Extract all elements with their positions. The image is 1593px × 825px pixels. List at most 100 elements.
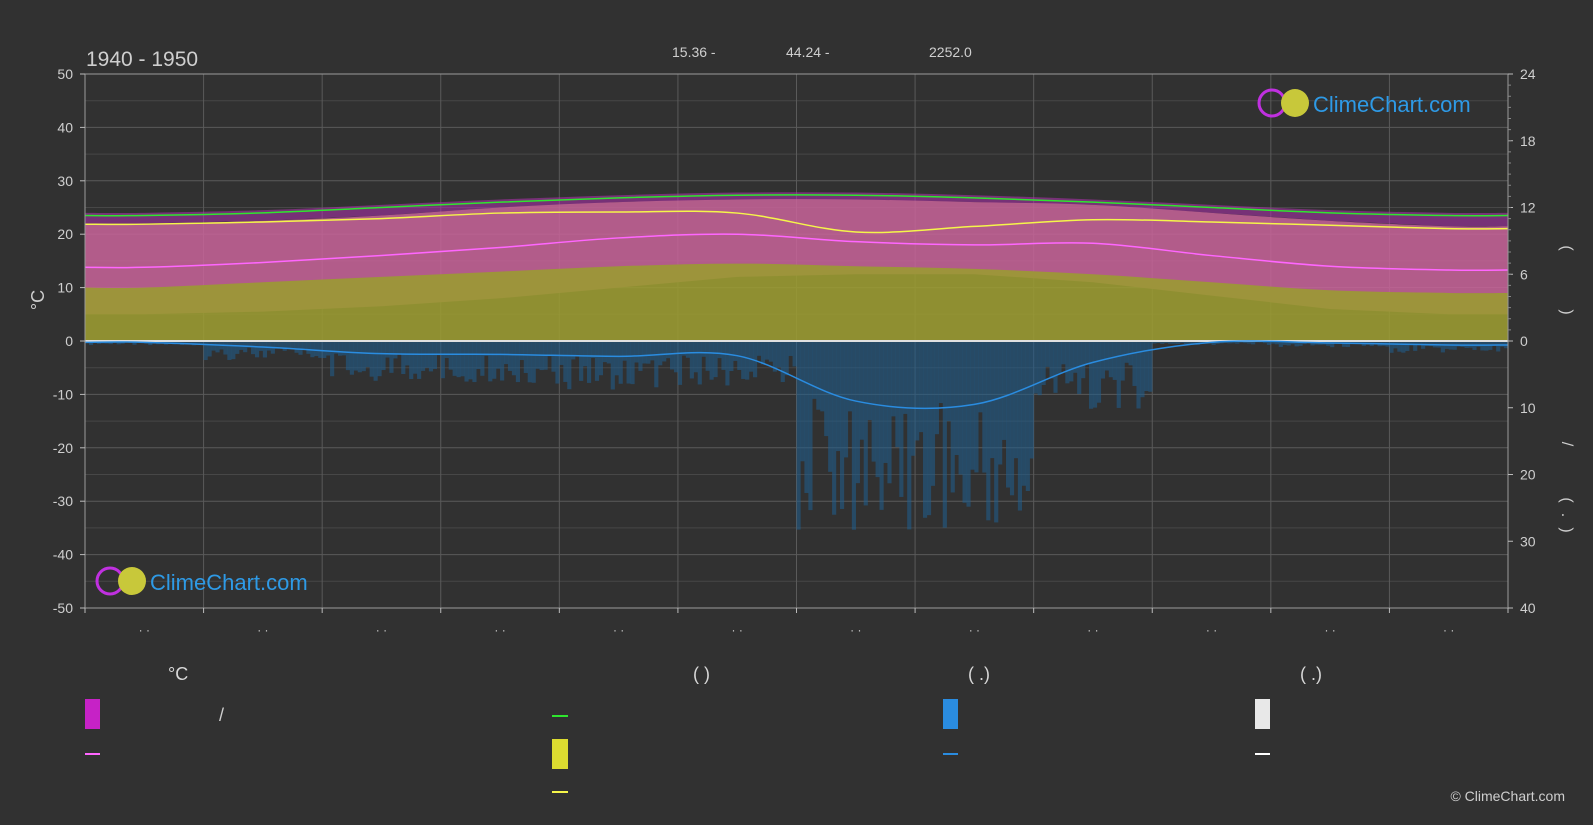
precipitation-bar: [618, 341, 623, 384]
precipitation-bar: [235, 341, 240, 354]
precipitation-bar: [409, 341, 414, 380]
precipitation-bar: [1037, 341, 1042, 396]
logo-top: ClimeChart.com: [1257, 88, 1471, 118]
precipitation-bar: [776, 341, 781, 368]
precipitation-bar: [1294, 341, 1299, 347]
precipitation-bar: [456, 341, 461, 378]
precipitation-bar: [658, 341, 663, 366]
precipitation-bar: [341, 341, 347, 356]
precipitation-bar: [1148, 341, 1153, 392]
precipitation-bar: [1069, 341, 1074, 382]
precipitation-bar: [282, 341, 287, 351]
precipitation-bar: [1428, 341, 1434, 347]
precipitation-bar: [1227, 341, 1232, 344]
month-tick-label: · ·: [376, 623, 387, 637]
legend-slash: /: [219, 705, 224, 725]
bands-layer: [85, 192, 1508, 341]
precipitation-bar: [274, 341, 279, 349]
precipitation-bar: [630, 341, 635, 385]
precipitation-bar: [879, 341, 884, 510]
precipitation-bar: [377, 341, 382, 377]
precipitation-bar: [796, 341, 801, 530]
precipitation-bar: [832, 341, 837, 515]
precipitation-bars-layer: [85, 341, 1509, 530]
latitude-label: 15.36 -: [672, 44, 716, 60]
precipitation-bar: [622, 341, 627, 361]
precipitation-bar: [693, 341, 698, 373]
precipitation-bar: [385, 341, 390, 358]
precipitation-bar: [1413, 341, 1418, 351]
right-lower-glyph-2: (: [1558, 497, 1575, 503]
precipitation-bar: [721, 341, 726, 370]
precipitation-bar: [1440, 341, 1445, 353]
precipitation-bar: [1057, 341, 1062, 374]
precipitation-bar: [709, 341, 714, 380]
precipitation-bar: [1247, 341, 1252, 344]
precipitation-bar: [926, 341, 932, 516]
precipitation-bar: [760, 341, 766, 365]
precipitation-bar: [666, 341, 671, 359]
precipitation-bar: [1041, 341, 1046, 386]
precipitation-bar: [199, 341, 204, 345]
precipitation-bar: [788, 341, 793, 356]
precipitation-bar: [1164, 341, 1169, 344]
precipitation-bar: [1021, 341, 1026, 486]
precipitation-bar: [405, 341, 410, 366]
precipitation-bar: [1013, 341, 1019, 459]
precipitation-bar: [883, 341, 888, 463]
legend-swatch-sunshine: [552, 739, 568, 769]
precipitation-bar: [503, 341, 509, 365]
precipitation-bar: [895, 341, 900, 448]
precipitation-bar: [381, 341, 386, 371]
precipitation-bar: [1334, 341, 1339, 344]
precipitation-bar: [278, 341, 283, 349]
precipitation-bar: [1417, 341, 1422, 346]
precipitation-bar: [361, 341, 366, 372]
precipitation-bar: [1496, 341, 1501, 352]
precipitation-bar: [733, 341, 738, 361]
precipitation-bar: [1235, 341, 1240, 344]
precipitation-bar: [1373, 341, 1378, 345]
precipitation-bar: [1045, 341, 1050, 367]
precipitation-bar: [195, 341, 200, 345]
precipitation-bar: [1104, 341, 1109, 371]
precipitation-bar: [1085, 341, 1090, 364]
right-lower-glyph-1: /: [1558, 442, 1575, 447]
precipitation-bar: [863, 341, 868, 506]
month-tick-label: · ·: [494, 623, 505, 637]
month-tick-label: · ·: [1324, 623, 1335, 637]
precipitation-bar: [476, 341, 481, 370]
precipitation-bar: [448, 341, 453, 370]
logo-globe-icon: [1281, 89, 1309, 117]
precipitation-bar: [1168, 341, 1173, 344]
month-tick-label: · ·: [850, 623, 861, 637]
precipitation-bar: [187, 341, 192, 344]
precipitation-bar: [468, 341, 473, 380]
precipitation-bar: [753, 341, 758, 378]
precipitation-bar: [1199, 341, 1204, 344]
month-tick-label: · ·: [257, 623, 268, 637]
precipitation-bar: [1409, 341, 1414, 346]
precipitation-bar: [784, 341, 789, 376]
precipitation-bar: [393, 341, 398, 359]
precipitation-bar: [824, 341, 829, 437]
precipitation-bar: [515, 341, 521, 383]
precipitation-bar: [610, 341, 615, 390]
precipitation-bar: [875, 341, 880, 478]
precipitation-bar: [922, 341, 928, 518]
precipitation-bar: [812, 341, 817, 399]
precipitation-bar: [583, 341, 588, 367]
precipitation-bar: [1460, 341, 1465, 347]
precipitation-bar: [1211, 341, 1216, 345]
precipitation-bar: [982, 341, 987, 473]
precipitation-bar: [203, 341, 208, 361]
precipitation-bar: [436, 341, 441, 356]
precipitation-bar: [614, 341, 619, 376]
precipitation-bar: [326, 341, 331, 356]
precipitation-bar: [820, 341, 825, 412]
legend-header-snow: ( .): [1300, 664, 1322, 684]
left-tick-label: -10: [53, 386, 73, 402]
precipitation-bar: [847, 341, 853, 412]
right-upper-tick-label: 12: [1520, 200, 1536, 216]
precipitation-bar: [1096, 341, 1102, 403]
